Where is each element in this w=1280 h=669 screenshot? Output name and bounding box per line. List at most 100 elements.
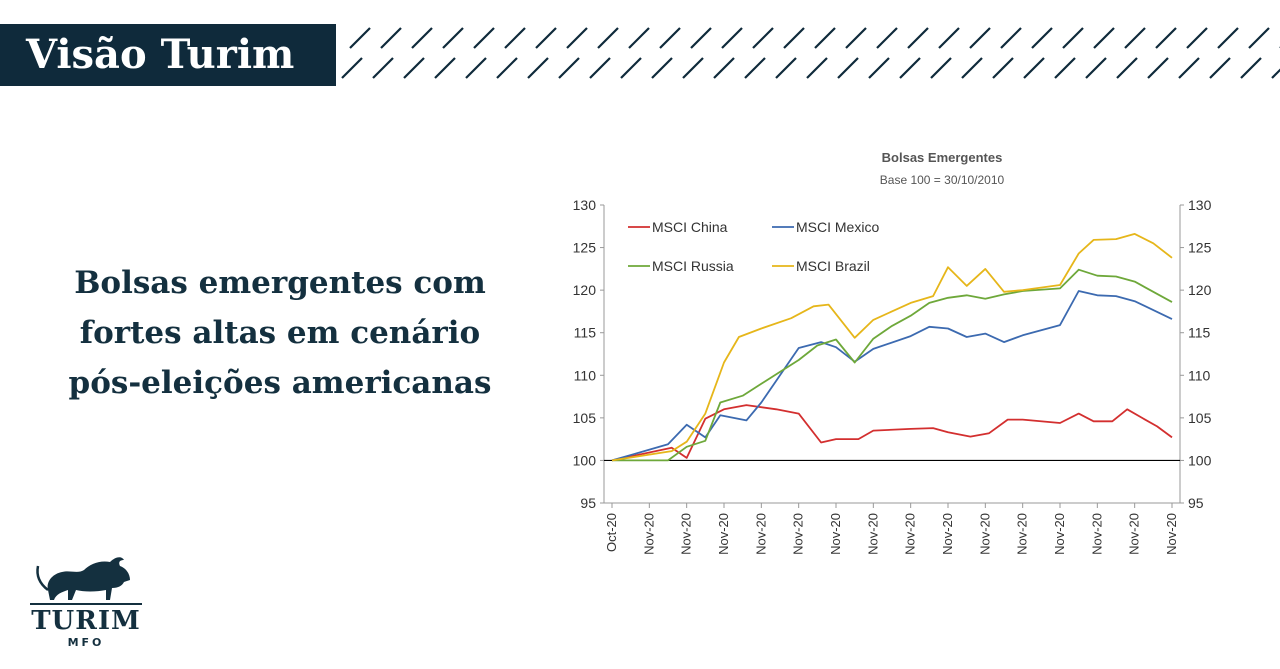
x-tick-label: Nov-20 <box>1052 513 1067 555</box>
series-line-msci-china <box>611 404 1173 462</box>
y-tick-label-left: 100 <box>573 452 597 468</box>
stripe-line <box>930 57 952 79</box>
stripe-line <box>527 57 549 79</box>
stripe-line <box>465 57 487 79</box>
stripe-line <box>1240 57 1262 79</box>
x-tick-label: Nov-20 <box>1089 513 1104 555</box>
header-banner: Visão Turim <box>0 24 336 86</box>
stripe-line <box>845 27 867 49</box>
stripe-line <box>1000 27 1022 49</box>
stripe-line <box>558 57 580 79</box>
stripe-line <box>938 27 960 49</box>
stripe-line <box>814 27 836 49</box>
stripe-line <box>473 27 495 49</box>
stripe-line <box>876 27 898 49</box>
stripe-line <box>806 57 828 79</box>
stripe-line <box>411 27 433 49</box>
series-line-msci-brazil <box>611 233 1173 462</box>
chart-axes: 95 95 100 100 105 105 110 110 115 115 120 120 125 125… <box>573 197 1212 555</box>
x-tick-label: Nov-20 <box>1127 513 1142 555</box>
stripe-line <box>713 57 735 79</box>
y-tick-label-left: 130 <box>573 197 597 213</box>
stripe-line <box>907 27 929 49</box>
x-tick-label: Nov-20 <box>753 513 768 555</box>
stripe-line <box>566 27 588 49</box>
stripe-line <box>961 57 983 79</box>
x-tick-label: Nov-20 <box>791 513 806 555</box>
series-line-msci-mexico <box>611 290 1173 462</box>
series-line-msci-russia <box>612 268 1173 462</box>
x-tick-label: Nov-20 <box>1015 513 1030 555</box>
headline-line-3: pós-eleições americanas <box>68 365 492 401</box>
stripe-line <box>372 57 394 79</box>
stripe-line <box>403 57 425 79</box>
stripe-line <box>1217 27 1239 49</box>
stripe-line <box>1062 27 1084 49</box>
y-tick-label-right: 100 <box>1188 452 1212 468</box>
x-tick-label: Nov-20 <box>716 513 731 555</box>
stripe-line <box>434 57 456 79</box>
stripe-line <box>496 57 518 79</box>
chart-series-group <box>611 233 1173 462</box>
stripe-line <box>535 27 557 49</box>
x-tick-label: Nov-20 <box>679 513 694 555</box>
stripe-line <box>504 27 526 49</box>
stripe-line <box>1085 57 1107 79</box>
stripe-line <box>597 27 619 49</box>
stripe-line <box>969 27 991 49</box>
y-tick-label-right: 95 <box>1188 495 1204 511</box>
stripe-line <box>721 27 743 49</box>
stripe-line <box>442 27 464 49</box>
turim-logo: TURIM MFO <box>26 550 152 650</box>
y-tick-label-left: 125 <box>573 240 597 256</box>
stripe-line <box>1147 57 1169 79</box>
x-tick-label: Nov-20 <box>903 513 918 555</box>
y-tick-label-left: 115 <box>574 325 597 341</box>
y-tick-label-right: 130 <box>1188 197 1212 213</box>
y-tick-label-left: 120 <box>573 282 597 298</box>
legend-label: MSCI Mexico <box>796 219 879 235</box>
chart-title: Bolsas Emergentes <box>882 150 1003 165</box>
legend-label: MSCI Russia <box>652 258 734 274</box>
stripe-line <box>1271 68 1280 79</box>
stripe-line <box>380 27 402 49</box>
x-tick-label: Nov-20 <box>1164 513 1179 555</box>
y-tick-label-right: 120 <box>1188 282 1212 298</box>
logo-subtitle: MFO <box>67 636 105 649</box>
y-tick-label-right: 110 <box>1188 367 1211 383</box>
stripe-line <box>1186 27 1208 49</box>
x-tick-label: Nov-20 <box>977 513 992 555</box>
logo-wordmark: TURIM <box>31 606 141 636</box>
headline-line-1: Bolsas emergentes com <box>74 265 486 301</box>
x-tick-label: Nov-20 <box>641 513 656 555</box>
stripe-line <box>837 57 859 79</box>
stripe-line <box>1023 57 1045 79</box>
stripe-line <box>1124 27 1146 49</box>
x-tick-label: Nov-20 <box>865 513 880 555</box>
stripe-line <box>1209 57 1231 79</box>
stripe-line <box>682 57 704 79</box>
stripe-line <box>868 57 890 79</box>
stripe-line <box>1054 57 1076 79</box>
line-chart: Bolsas Emergentes Base 100 = 30/10/2010 … <box>573 150 1212 555</box>
stripe-line <box>690 27 712 49</box>
stripe-line <box>589 57 611 79</box>
stripe-line <box>783 27 805 49</box>
stripe-line <box>341 57 363 79</box>
stripe-line <box>1155 27 1177 49</box>
stripe-line <box>752 27 774 49</box>
stripe-line <box>992 57 1014 79</box>
banner-title: Visão Turim <box>26 31 295 78</box>
y-tick-label-left: 105 <box>573 410 597 426</box>
headline: Bolsas emergentes com fortes altas em ce… <box>20 258 540 408</box>
stripe-line <box>744 57 766 79</box>
stripe-line <box>899 57 921 79</box>
y-tick-label-right: 115 <box>1188 325 1211 341</box>
legend-label: MSCI China <box>652 219 728 235</box>
stripe-line <box>1178 57 1200 79</box>
stripe-line <box>1116 57 1138 79</box>
bull-icon <box>30 557 142 605</box>
stripe-line <box>628 27 650 49</box>
stripe-line <box>775 57 797 79</box>
y-tick-label-right: 105 <box>1188 410 1212 426</box>
